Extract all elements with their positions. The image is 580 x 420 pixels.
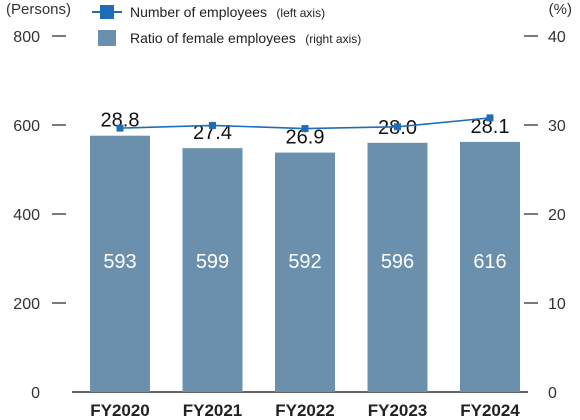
right-tick-label: 20	[548, 207, 566, 224]
category-label: FY2022	[275, 401, 335, 420]
right-tick-label: 40	[548, 29, 566, 46]
ratio-label: 28.1	[471, 116, 510, 138]
line-series	[116, 114, 494, 133]
left-axis-title: (Persons)	[6, 1, 71, 18]
left-tick-label: 0	[31, 385, 40, 402]
bar-FY2023	[367, 142, 428, 392]
svg-text:Ratio of female employees: Ratio of female employees (right axis)	[130, 30, 361, 47]
right-tick-label: 10	[548, 296, 566, 313]
employee-point-FY2020	[116, 124, 124, 132]
employee-count-label: 593	[103, 251, 136, 273]
ratio-label: 28.8	[101, 110, 140, 132]
category-label: FY2020	[90, 401, 150, 420]
legend-square-marker	[100, 5, 114, 19]
category-labels: FY2020 FY2021 FY2022 FY2023 FY2024	[90, 401, 520, 420]
category-label: FY2023	[368, 401, 428, 420]
left-tick-label: 200	[13, 296, 40, 313]
legend-label-employees: Number of employees	[130, 4, 267, 20]
right-axis-title: (%)	[549, 1, 572, 18]
ratio-label: 26.9	[286, 127, 325, 149]
category-label: FY2021	[183, 401, 243, 420]
employee-count-label: 616	[473, 251, 506, 273]
employee-count-label: 599	[196, 251, 229, 273]
legend: Number of employees (left axis) Ratio of…	[92, 4, 361, 47]
employee-count-label: 592	[288, 251, 321, 273]
right-axis: 0 10 20 30 40	[524, 29, 566, 402]
category-label: FY2024	[460, 401, 520, 420]
left-tick-label: 800	[13, 29, 40, 46]
ratio-label: 27.4	[193, 122, 232, 144]
employee-point-FY2024	[486, 114, 494, 122]
employee-point-FY2021	[209, 121, 216, 129]
employee-point-FY2023	[394, 123, 401, 131]
legend-sub-ratio: (right axis)	[305, 32, 361, 46]
left-tick-label: 400	[13, 207, 40, 224]
bar-FY2021	[182, 148, 243, 392]
employee-point-FY2022	[301, 125, 309, 133]
legend-sub-employees: (left axis)	[276, 6, 325, 20]
right-tick-label: 30	[548, 118, 566, 135]
employee-count-label: 596	[381, 251, 414, 273]
left-axis: 0 200 400 600 800	[13, 29, 66, 402]
bar-FY2022	[275, 152, 335, 392]
left-tick-label: 600	[13, 118, 40, 135]
legend-item-employees: Number of employees (left axis)	[92, 4, 325, 21]
bar-FY2024	[460, 141, 520, 392]
legend-box-marker	[98, 30, 116, 46]
legend-item-ratio: Ratio of female employees (right axis)	[98, 30, 361, 47]
legend-label-ratio: Ratio of female employees	[130, 30, 296, 46]
svg-text:Number of employees (l: Number of employees (left axis)	[130, 4, 325, 21]
right-tick-label: 0	[548, 385, 557, 402]
bar-series: 593 599 592 596 616	[90, 135, 520, 392]
bar-FY2020	[90, 135, 150, 392]
